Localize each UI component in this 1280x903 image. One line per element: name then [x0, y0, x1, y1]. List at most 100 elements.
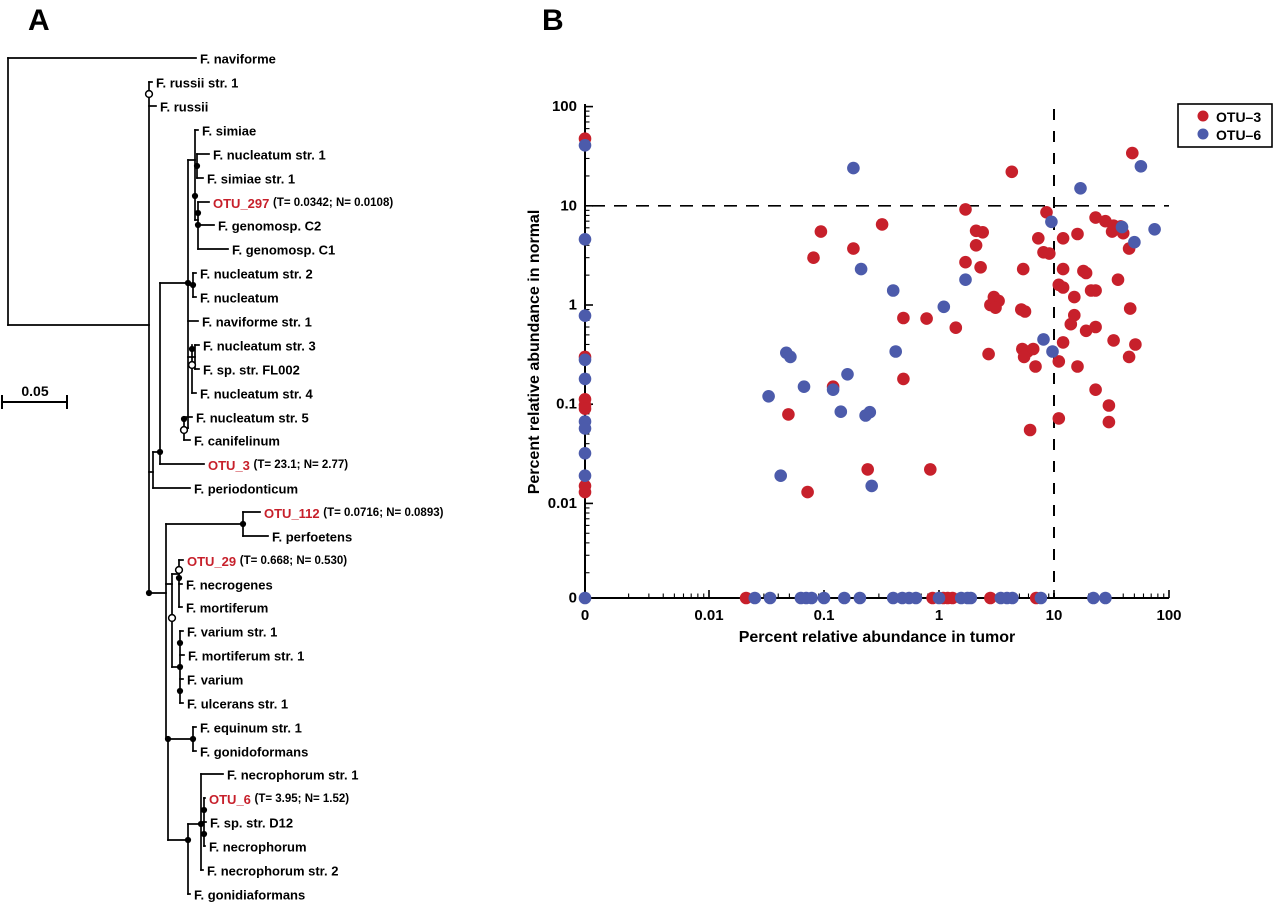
scatter-plot-content: 0 0.01 0.1 1 10 100 0 0.01 0.1 1 10 100 OTU–3 OTU–6	[548, 98, 1273, 624]
scatter-point-otu-6	[1148, 223, 1161, 236]
tree-node-dot	[189, 735, 197, 743]
scatter-point-otu-6	[578, 591, 592, 605]
scatter-point-otu-3	[1052, 412, 1066, 425]
tree-node-dot	[194, 209, 202, 217]
tree-leaf-label: F. gonidoformans	[200, 745, 308, 760]
tree-leaf-label: F. genomosp. C1	[232, 243, 335, 258]
scatter-point-otu-6	[932, 591, 946, 605]
scatter-point-otu-3	[974, 261, 987, 274]
scatter-point-otu-3	[1018, 305, 1032, 318]
scatter-point-otu-3	[847, 242, 860, 255]
scatter-point-otu-3	[1056, 336, 1070, 349]
tree-leaf-label: F. varium	[187, 673, 243, 688]
panel-b-label: B	[542, 4, 564, 37]
scatter-point-otu-3	[578, 402, 592, 416]
scatter-point-otu-6	[1037, 333, 1050, 346]
scatter-point-otu-6	[1134, 160, 1148, 173]
scatter-point-otu-6	[834, 405, 848, 419]
tree-leaf-label: F. mortiferum	[186, 601, 268, 616]
scatter-point-otu-6	[1087, 591, 1100, 605]
scatter-point-otu-6	[886, 284, 900, 297]
scatter-point-otu-6	[578, 447, 592, 460]
scatter-point-otu-3	[897, 311, 910, 325]
tree-leaf-label: F. russii str. 1	[156, 76, 238, 91]
scatter-point-otu-3	[1026, 342, 1040, 356]
scatter-point-otu-6	[1006, 591, 1019, 605]
scatter-point-otu-6	[909, 591, 923, 605]
scatter-point-otu-3	[1052, 355, 1066, 368]
scatter-point-otu-6	[826, 383, 840, 397]
panel-a-label: A	[28, 4, 50, 37]
tree-node-circle	[187, 360, 197, 370]
tree-node-dot	[175, 574, 183, 582]
scatter-point-otu-3	[1089, 284, 1102, 297]
x-tick-label: 0.1	[814, 607, 835, 624]
scatter-point-otu-6	[937, 300, 951, 314]
tree-leaf-label: F. naviforme	[200, 52, 276, 67]
scatter-point-otu-3	[1043, 247, 1056, 260]
tree-leaf-label-otu: OTU_29 (T= 0.668; N= 0.530)	[187, 554, 347, 569]
scatter-point-otu-6	[854, 262, 868, 276]
otu-annotation: (T= 0.0342; N= 0.0108)	[273, 197, 393, 209]
x-axis-title: Percent relative abundance in tumor	[739, 629, 1016, 646]
scatter-point-otu-3	[1032, 232, 1045, 245]
scatter-point-otu-3	[807, 251, 820, 264]
tree-leaf-label: F. necrophorum str. 2	[207, 864, 338, 879]
scatter-point-otu-3	[1129, 338, 1142, 351]
y-tick-label: 0.01	[548, 495, 577, 512]
tree-leaf-label: F. simiae str. 1	[207, 172, 295, 187]
scatter-point-otu-6	[817, 591, 831, 605]
scatter-point-otu-6	[578, 353, 592, 367]
tree-branches: F. naviforme F. russii str. 1 F. russii F. …	[7, 52, 444, 903]
scatter-point-otu-3	[1056, 281, 1070, 294]
tree-node-dot	[194, 221, 202, 229]
tree-node-dot	[145, 589, 153, 597]
scatter-point-otu-3	[875, 218, 889, 231]
legend-label-otu3: OTU–3	[1216, 109, 1261, 125]
scatter-point-otu-3	[1029, 360, 1042, 373]
x-tick-label: 0	[581, 607, 589, 624]
tree-leaf-label: F. naviforme str. 1	[202, 315, 312, 330]
scatter-point-otu-6	[1074, 182, 1087, 195]
scale-bar-label: 0.05	[21, 383, 48, 399]
scatter-point-otu-3	[976, 226, 989, 239]
scatter-point-otu-3	[1017, 350, 1031, 364]
scatter-point-otu-6	[889, 345, 902, 358]
scatter-point-otu-6	[774, 469, 787, 483]
tree-leaf-label: F. nucleatum str. 3	[203, 339, 316, 354]
scatter-point-otu-6	[959, 273, 972, 287]
scatter-point-otu-6	[1128, 235, 1141, 249]
tree-leaf-label-otu: OTU_112 (T= 0.0716; N= 0.0893)	[264, 506, 444, 521]
legend-dot-otu6	[1197, 128, 1209, 140]
y-tick-label: 100	[552, 98, 577, 115]
scatter-point-otu-6	[847, 161, 860, 175]
tree-leaf-label: F. necrophorum	[209, 840, 307, 855]
otu-name: OTU_6	[209, 792, 255, 807]
tree-node-dot	[176, 663, 184, 671]
scatter-point-otu-6	[859, 409, 872, 422]
tree-node-dot	[200, 806, 208, 814]
scatter-point-otu-3	[959, 203, 972, 216]
scatter-point-otu-3	[578, 485, 592, 499]
tree-node-dot	[200, 830, 208, 838]
scatter-point-otu-3	[1089, 320, 1102, 334]
tree-leaf-label: F. ulcerans str. 1	[187, 697, 288, 712]
scatter-point-otu-3	[1089, 211, 1102, 224]
x-tick-label: 1	[935, 607, 943, 624]
scatter-point-otu-3	[897, 372, 910, 386]
y-axis-title: Percent relative abundance in normal	[526, 210, 543, 495]
tree-node-dot	[164, 735, 172, 743]
otu-name: OTU_297	[213, 196, 273, 211]
scatter-point-otu-3	[1079, 266, 1093, 280]
otu-name: OTU_112	[264, 506, 323, 521]
scatter-point-otu-3	[1016, 262, 1030, 276]
scatter-point-otu-3	[1079, 324, 1093, 338]
scatter-point-otu-6	[797, 380, 811, 394]
tree-leaf-label-otu: OTU_6 (T= 3.95; N= 1.52)	[209, 792, 349, 807]
tree-leaf-label: F. nucleatum	[200, 291, 279, 306]
scatter-point-otu-3	[1071, 227, 1084, 241]
legend-box	[1177, 103, 1273, 148]
scatter-point-otu-6	[841, 368, 854, 381]
y-tick-label: 1	[569, 297, 577, 314]
